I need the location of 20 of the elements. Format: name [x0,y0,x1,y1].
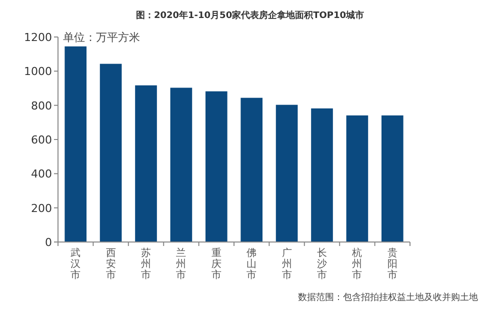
x-tick-label: 重庆市 [211,247,222,281]
y-tick-label: 400 [31,168,52,181]
x-tick-label: 长沙市 [317,247,327,281]
y-tick-label: 600 [31,134,52,146]
y-tick-label: 1000 [24,65,52,78]
y-tick-label: 1200 [24,31,52,44]
x-tick-label: 杭州市 [351,247,362,281]
x-tick-label: 武汉市 [70,247,81,281]
annotation: 单位：万平方米 [63,31,140,44]
x-tick-label: 兰州市 [176,247,186,281]
text: 数据范围：包含招拍挂权益土地及收并购土地 [298,292,478,303]
x-tick-label: 西安市 [106,248,116,281]
y-tick-label: 200 [31,202,52,215]
chart-title: 图：2020年1-10月50家代表房企拿地面积TOP10城市 [136,10,364,21]
x-tick-label: 苏州市 [141,247,151,281]
x-tick-label: 佛山市 [246,248,257,281]
y-tick-label: 800 [31,99,52,112]
x-tick-label: 广州市 [282,247,292,281]
y-tick-label: 0 [45,236,52,249]
x-tick-label: 贵阳市 [387,247,398,281]
